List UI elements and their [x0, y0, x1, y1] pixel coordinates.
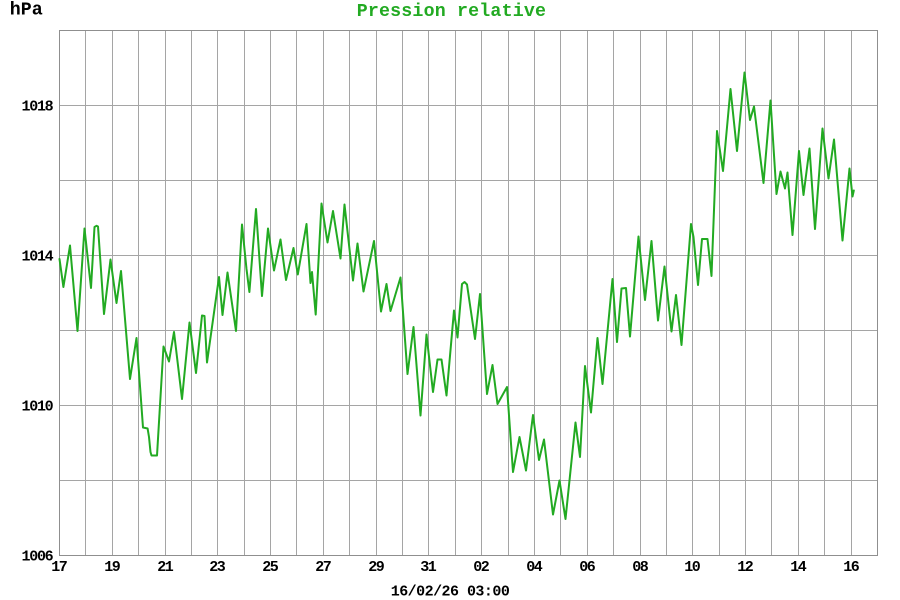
svg-text:10: 10 — [684, 559, 701, 576]
svg-text:21: 21 — [157, 559, 174, 576]
svg-text:hPa: hPa — [10, 0, 43, 20]
svg-text:Pression relative: Pression relative — [357, 2, 546, 22]
svg-text:29: 29 — [368, 559, 385, 576]
svg-text:12: 12 — [737, 559, 754, 576]
svg-text:1018: 1018 — [22, 98, 54, 115]
svg-text:14: 14 — [790, 559, 807, 576]
svg-text:25: 25 — [262, 559, 279, 576]
svg-text:1010: 1010 — [22, 398, 54, 415]
svg-text:17: 17 — [51, 559, 68, 576]
svg-text:1014: 1014 — [22, 248, 54, 265]
svg-text:31: 31 — [420, 559, 437, 576]
svg-text:08: 08 — [632, 559, 649, 576]
svg-text:02: 02 — [473, 559, 490, 576]
svg-text:06: 06 — [579, 559, 596, 576]
svg-text:1006: 1006 — [22, 548, 54, 565]
svg-text:16: 16 — [843, 559, 860, 576]
svg-text:16/02/26 03:00: 16/02/26 03:00 — [391, 583, 510, 600]
svg-text:27: 27 — [315, 559, 332, 576]
svg-text:19: 19 — [104, 559, 121, 576]
svg-text:04: 04 — [526, 559, 543, 576]
svg-text:23: 23 — [209, 559, 226, 576]
